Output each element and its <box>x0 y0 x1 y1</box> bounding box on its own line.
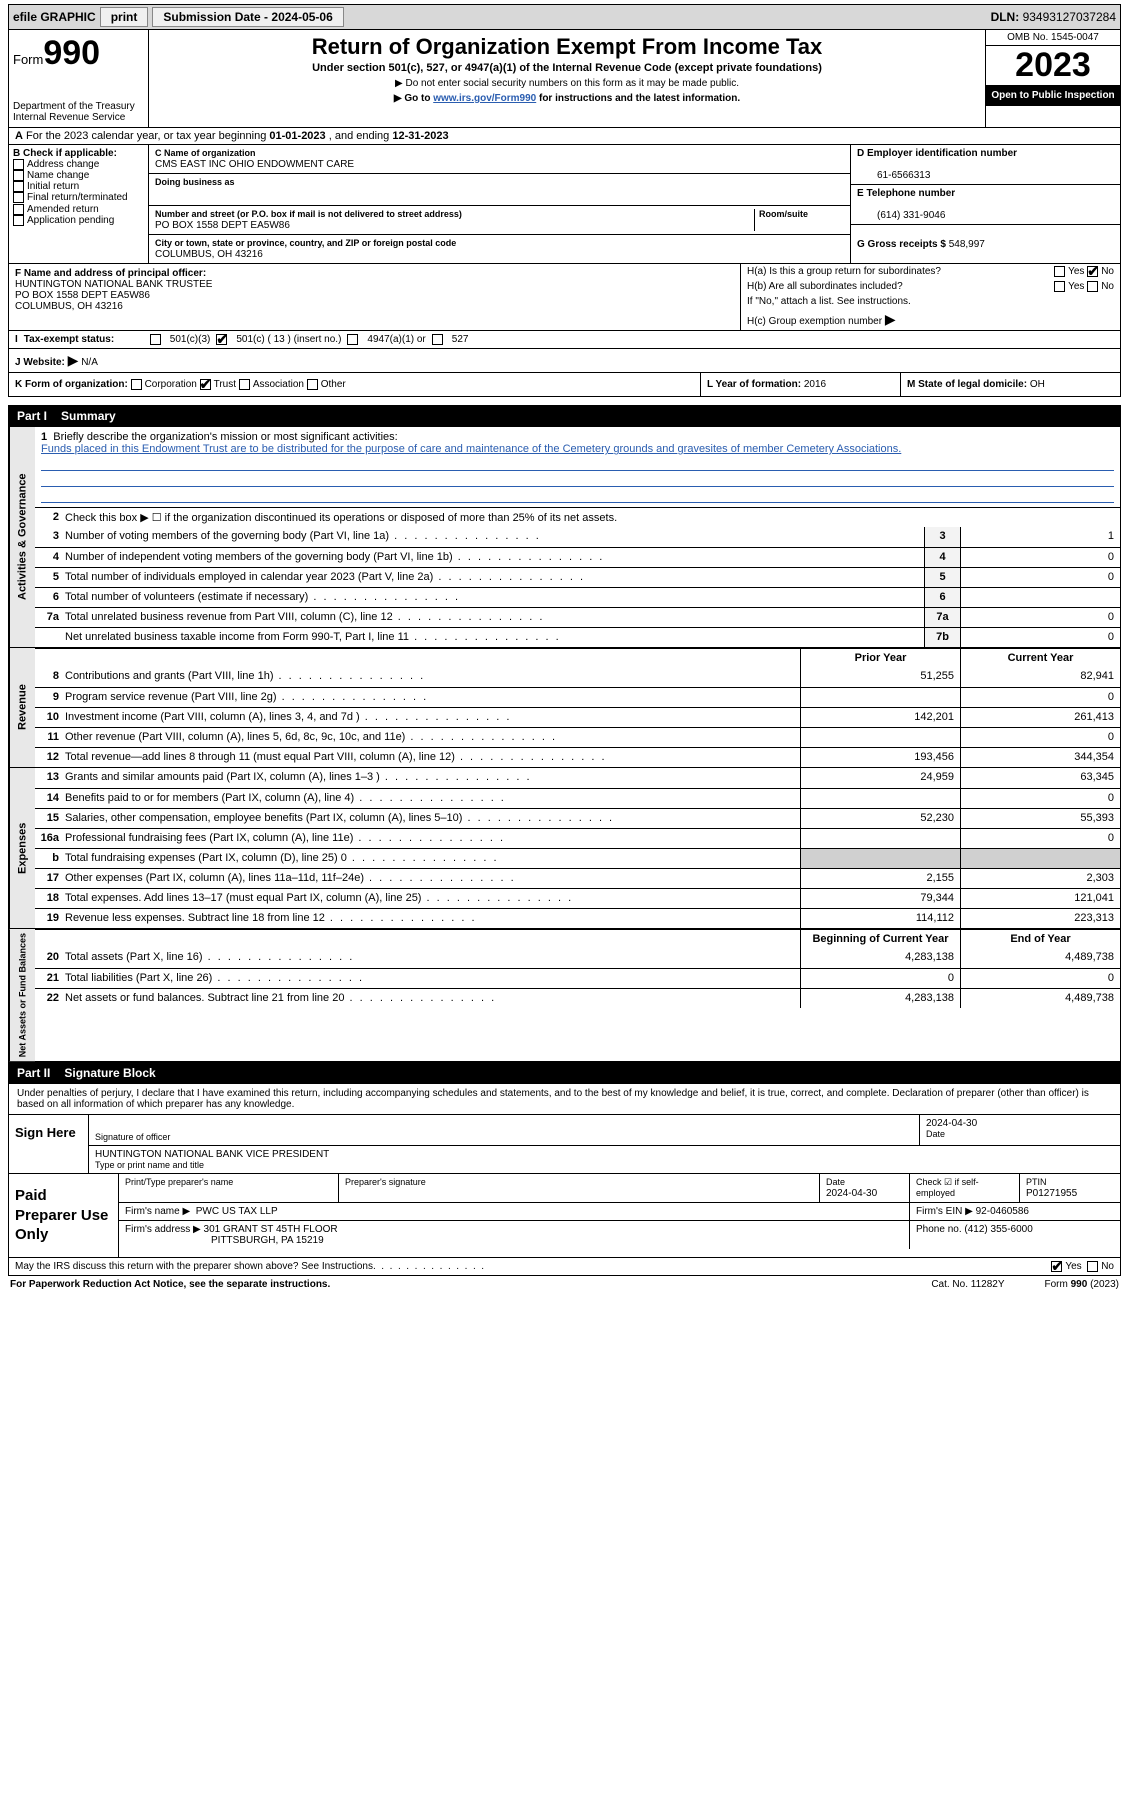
summary-line: 21 Total liabilities (Part X, line 26) 0… <box>35 968 1120 988</box>
summary-line: 17 Other expenses (Part IX, column (A), … <box>35 868 1120 888</box>
part-ii-header: Part II Signature Block <box>8 1062 1121 1084</box>
form-title: Return of Organization Exempt From Incom… <box>155 34 979 60</box>
signature-block: Under penalties of perjury, I declare th… <box>8 1084 1121 1258</box>
side-expenses: Expenses <box>9 768 35 928</box>
part-i-header: Part I Summary <box>8 405 1121 427</box>
summary-line: 9 Program service revenue (Part VIII, li… <box>35 687 1120 707</box>
summary-line: 19 Revenue less expenses. Subtract line … <box>35 908 1120 928</box>
summary-line: 4 Number of independent voting members o… <box>35 547 1120 567</box>
submission-date-button[interactable]: Submission Date - 2024-05-06 <box>152 7 343 27</box>
summary-line: 16a Professional fundraising fees (Part … <box>35 828 1120 848</box>
summary-line: 5 Total number of individuals employed i… <box>35 567 1120 587</box>
summary-line: 6 Total number of volunteers (estimate i… <box>35 587 1120 607</box>
summary-line: 14 Benefits paid to or for members (Part… <box>35 788 1120 808</box>
sign-here-row: Sign Here Signature of officer 2024-04-3… <box>9 1114 1120 1173</box>
col-d-ein: D Employer identification number 61-6566… <box>850 145 1120 263</box>
footer-note: For Paperwork Reduction Act Notice, see … <box>8 1276 1121 1293</box>
summary-line: b Total fundraising expenses (Part IX, c… <box>35 848 1120 868</box>
side-netassets: Net Assets or Fund Balances <box>9 929 35 1061</box>
discuss-row: May the IRS discuss this return with the… <box>8 1258 1121 1276</box>
summary-line: 13 Grants and similar amounts paid (Part… <box>35 768 1120 788</box>
side-governance: Activities & Governance <box>9 427 35 647</box>
summary-line: 8 Contributions and grants (Part VIII, l… <box>35 667 1120 687</box>
group-return: H(a) Is this a group return for subordin… <box>740 264 1120 330</box>
summary-line: 22 Net assets or fund balances. Subtract… <box>35 988 1120 1008</box>
dln: DLN: 93493127037284 <box>991 10 1116 24</box>
expenses-section: Expenses 13 Grants and similar amounts p… <box>8 768 1121 929</box>
header-right: OMB No. 1545-0047 2023 Open to Public In… <box>985 30 1120 127</box>
summary-line: 7a Total unrelated business revenue from… <box>35 607 1120 627</box>
korg-row: K Form of organization: Corporation Trus… <box>8 373 1121 397</box>
paid-preparer-row: Paid Preparer Use Only Print/Type prepar… <box>9 1173 1120 1257</box>
side-revenue: Revenue <box>9 648 35 767</box>
summary-line: 18 Total expenses. Add lines 13–17 (must… <box>35 888 1120 908</box>
topbar: efile GRAPHIC print Submission Date - 20… <box>8 4 1121 30</box>
irs-link[interactable]: www.irs.gov/Form990 <box>433 93 536 104</box>
header-left: Form990 Department of the Treasury Inter… <box>9 30 149 127</box>
summary-body: Activities & Governance 1 Briefly descri… <box>8 427 1121 648</box>
summary-line: 12 Total revenue—add lines 8 through 11 … <box>35 747 1120 767</box>
mission-block: 1 Briefly describe the organization's mi… <box>35 427 1120 507</box>
netassets-section: Net Assets or Fund Balances Beginning of… <box>8 929 1121 1062</box>
summary-line: 3 Number of voting members of the govern… <box>35 527 1120 547</box>
summary-line: 20 Total assets (Part X, line 16) 4,283,… <box>35 948 1120 968</box>
mission-text[interactable]: Funds placed in this Endowment Trust are… <box>41 443 901 455</box>
print-button[interactable]: print <box>100 7 149 27</box>
block-bcd: B Check if applicable: Address change Na… <box>8 145 1121 264</box>
summary-line: 11 Other revenue (Part VIII, column (A),… <box>35 727 1120 747</box>
block-fh: F Name and address of principal officer:… <box>8 264 1121 331</box>
efile-label: efile GRAPHIC <box>13 10 96 24</box>
summary-line: 10 Investment income (Part VIII, column … <box>35 707 1120 727</box>
tax-exempt-row: I Tax-exempt status: 501(c)(3) 501(c) ( … <box>8 331 1121 349</box>
col-b-checkboxes: B Check if applicable: Address change Na… <box>9 145 149 263</box>
col-c-org: C Name of organization CMS EAST INC OHIO… <box>149 145 850 263</box>
website-row: J Website: ▶ N/A <box>8 349 1121 373</box>
revenue-section: Revenue Prior Year Current Year 8 Contri… <box>8 648 1121 768</box>
form-header: Form990 Department of the Treasury Inter… <box>8 30 1121 128</box>
tax-year-row: A For the 2023 calendar year, or tax yea… <box>8 128 1121 145</box>
header-center: Return of Organization Exempt From Incom… <box>149 30 985 127</box>
principal-officer: F Name and address of principal officer:… <box>9 264 740 330</box>
summary-line: 15 Salaries, other compensation, employe… <box>35 808 1120 828</box>
summary-line: Net unrelated business taxable income fr… <box>35 627 1120 647</box>
